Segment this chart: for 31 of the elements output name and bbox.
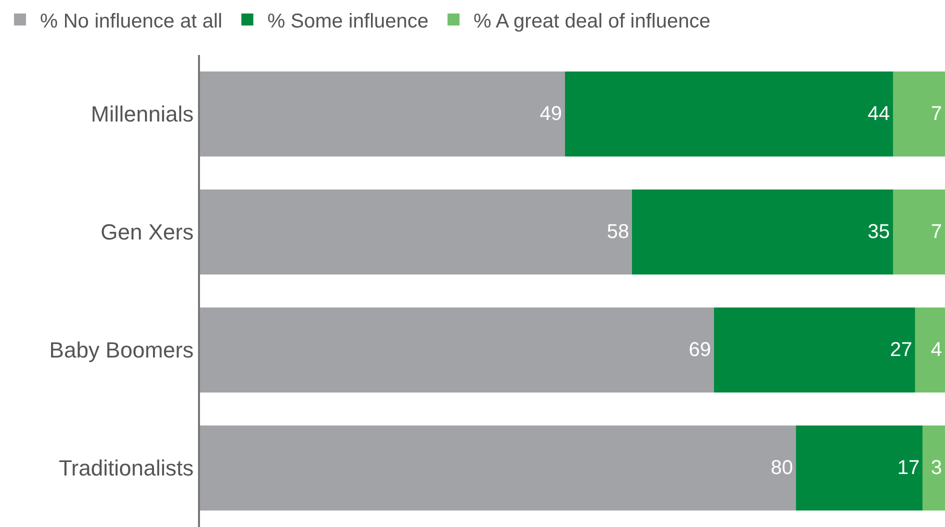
bar [200,308,714,392]
legend-label: % A great deal of influence [474,10,710,32]
data-label: 69 [688,339,712,361]
bar [892,190,945,274]
bar [632,190,893,274]
bar [714,308,916,392]
data-label: 80 [770,457,793,479]
data-label: 3 [930,457,942,479]
data-label: 27 [890,339,912,361]
y-tick-label: Traditionalists [58,456,194,481]
data-label: 35 [868,221,890,243]
bar [922,426,945,510]
data-label: 4 [930,339,942,361]
y-tick-label: Baby Boomers [49,338,194,363]
data-label: 44 [868,103,890,125]
y-tick-label: Gen Xers [100,220,194,245]
bar [796,426,923,510]
y-tick-label: Millennials [90,102,194,127]
bar [915,308,945,392]
data-label: 7 [930,221,942,243]
data-label: 7 [930,103,942,125]
data-label: 17 [897,457,920,479]
bar [200,190,632,274]
legend-label: % No influence at all [40,10,222,32]
data-label: 58 [606,221,630,243]
data-label: 49 [540,103,562,125]
bar [565,72,893,156]
bar [892,72,945,156]
legend-label: % Some influence [267,10,429,32]
bar [200,426,796,510]
bar [200,72,566,156]
